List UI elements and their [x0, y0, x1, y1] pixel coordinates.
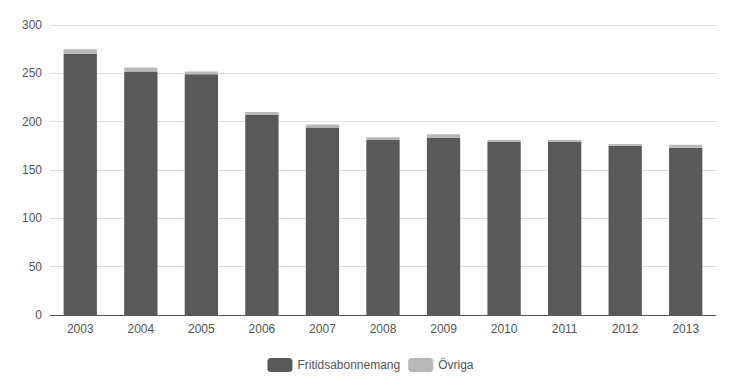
svg-text:50: 50 — [29, 260, 43, 274]
svg-text:2011: 2011 — [552, 322, 578, 336]
svg-text:2003: 2003 — [67, 322, 94, 336]
svg-text:2006: 2006 — [249, 322, 276, 336]
svg-text:2005: 2005 — [188, 322, 215, 336]
svg-text:2007: 2007 — [309, 322, 336, 336]
svg-text:2010: 2010 — [491, 322, 518, 336]
svg-text:250: 250 — [22, 66, 42, 80]
svg-text:150: 150 — [22, 163, 42, 177]
svg-text:300: 300 — [22, 18, 42, 32]
svg-text:Övriga: Övriga — [438, 358, 474, 372]
svg-text:Fritidsabonnemang: Fritidsabonnemang — [297, 358, 400, 372]
svg-text:200: 200 — [22, 115, 42, 129]
svg-text:100: 100 — [22, 211, 42, 225]
svg-text:2009: 2009 — [430, 322, 457, 336]
svg-text:2008: 2008 — [370, 322, 397, 336]
svg-text:0: 0 — [35, 308, 42, 322]
svg-text:2004: 2004 — [127, 322, 154, 336]
svg-text:2012: 2012 — [612, 322, 639, 336]
svg-text:2013: 2013 — [672, 322, 699, 336]
